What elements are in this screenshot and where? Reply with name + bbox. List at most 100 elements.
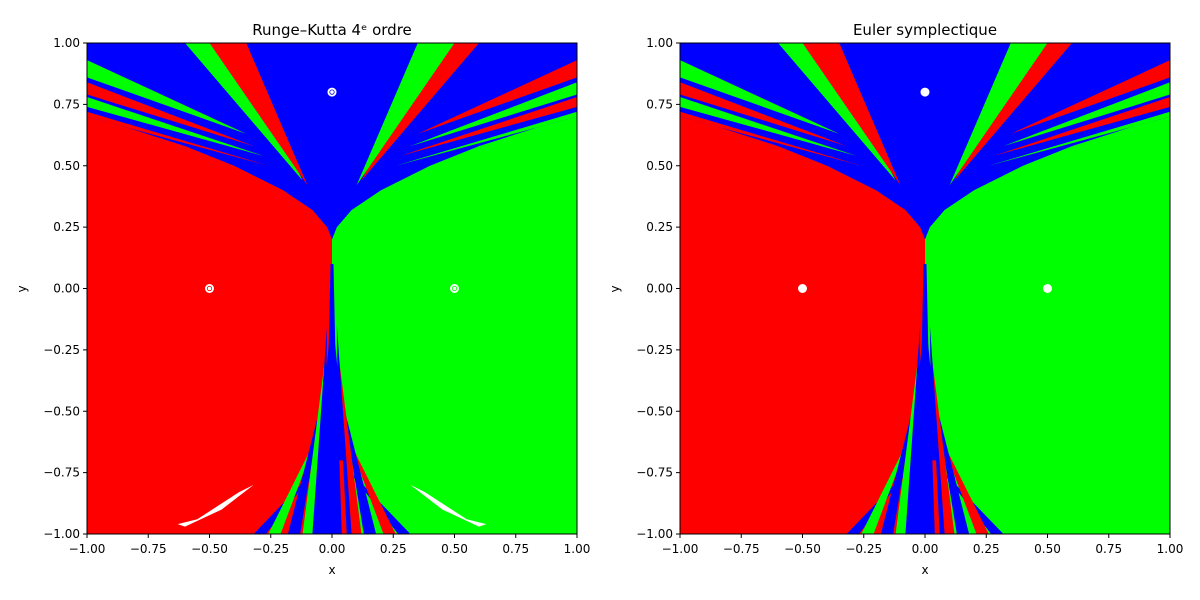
basin-fan-top-left xyxy=(185,43,303,181)
basin-fan-bottom-right xyxy=(939,435,989,534)
attractor-point xyxy=(920,87,930,97)
unconverged-region-left xyxy=(177,484,254,527)
basin-region-right xyxy=(925,116,1170,534)
basin-fan-top-right xyxy=(949,43,1048,186)
y-tick-label: −1.00 xyxy=(43,527,80,541)
basin-region-left xyxy=(680,116,925,534)
basin-heatmap xyxy=(87,43,577,534)
basin-stripe-top-right xyxy=(988,111,1170,166)
attractor-point xyxy=(1043,284,1052,293)
y-ticks: 1.00 0.75 0.50 0.25 0.00 −0.25 −0.50 −0.75 −1.00 xyxy=(43,36,87,541)
x-axis-label: x xyxy=(328,563,335,577)
basin-stripe-top-right xyxy=(1010,60,1170,134)
x-tick-label: 0.50 xyxy=(441,542,468,556)
y-tick-label: 0.00 xyxy=(53,282,80,296)
basin-stripe-top-left xyxy=(680,111,862,166)
x-tick-label: −1.00 xyxy=(69,542,106,556)
basin-fan-bottom-left xyxy=(287,398,323,534)
basin-stripe-top-right xyxy=(410,82,577,147)
y-tick-label: −1.00 xyxy=(636,527,673,541)
basin-region-left xyxy=(87,116,332,534)
attractor-point xyxy=(798,284,807,293)
chart-panel-euler: Euler symplectique −1.00 −0.75 −0.50 −0.25 0… xyxy=(608,21,1183,577)
x-ticks: −1.00 −0.75 −0.50 −0.25 0.00 0.25 0.50 0.75 1.00 xyxy=(662,534,1184,556)
x-tick-label: 0.25 xyxy=(380,542,407,556)
y-tick-label: −0.75 xyxy=(43,466,80,480)
x-tick-label: −0.50 xyxy=(784,542,821,556)
x-axis-label: x xyxy=(921,563,928,577)
attractor-point xyxy=(205,284,214,293)
basin-fan-bottom-right xyxy=(346,435,396,534)
y-axis-label: y xyxy=(608,285,622,292)
y-tick-label: −0.25 xyxy=(636,343,673,357)
x-ticks: −1.00 −0.75 −0.50 −0.25 0.00 0.25 0.50 0.75 1.00 xyxy=(69,534,591,556)
basin-fan-bottom-left xyxy=(880,398,916,534)
x-tick-label: −0.50 xyxy=(191,542,228,556)
basin-stripe-top-right xyxy=(400,97,577,156)
basin-heatmap xyxy=(680,43,1170,534)
y-tick-label: 0.50 xyxy=(646,159,673,173)
basin-region-right xyxy=(332,116,577,534)
basin-fan-top-right xyxy=(361,43,479,181)
basin-fan-top-left xyxy=(778,43,896,181)
x-tick-label: −0.75 xyxy=(723,542,760,556)
y-tick-label: 0.50 xyxy=(53,159,80,173)
basin-fan-bottom-left xyxy=(895,362,918,534)
basin-fan-bottom-right xyxy=(344,465,411,534)
x-tick-label: 1.00 xyxy=(564,542,591,556)
basin-stripe-top-right xyxy=(1003,82,1170,147)
basin-fan-bottom-left xyxy=(312,325,328,534)
y-tick-label: 0.00 xyxy=(646,282,673,296)
basin-fan-top-right xyxy=(356,43,455,186)
y-tick-label: −0.25 xyxy=(43,343,80,357)
basin-fan-top-left xyxy=(209,43,308,186)
basin-fan-bottom-right xyxy=(341,398,377,534)
basin-stripe-top-right xyxy=(417,60,577,134)
basin-stripe-top-left xyxy=(87,97,264,156)
x-tick-label: 0.25 xyxy=(973,542,1000,556)
y-tick-label: 0.25 xyxy=(53,220,80,234)
x-tick-label: −1.00 xyxy=(662,542,699,556)
x-tick-label: −0.25 xyxy=(845,542,882,556)
basin-stripe-top-left xyxy=(87,82,254,147)
unconverged-region-right xyxy=(410,484,487,527)
basin-fan-top-right xyxy=(954,43,1072,181)
basin-stripe-top-right xyxy=(395,111,577,166)
x-tick-label: −0.75 xyxy=(130,542,167,556)
x-tick-label: 0.00 xyxy=(319,542,346,556)
basin-fan-bottom-left xyxy=(268,435,318,534)
basin-fan-bottom-left xyxy=(861,435,911,534)
y-tick-label: 0.75 xyxy=(646,97,673,111)
basin-fan-bottom-right xyxy=(932,362,955,534)
chart-title: Runge–Kutta 4ᵉ ordre xyxy=(252,21,412,39)
basin-fan-bottom-right xyxy=(339,362,362,534)
basin-stripe-top-left xyxy=(680,60,840,134)
x-tick-label: 0.50 xyxy=(1034,542,1061,556)
attractor-point xyxy=(450,284,459,293)
attractor-ring xyxy=(206,285,213,292)
x-tick-label: 1.00 xyxy=(1157,542,1184,556)
basin-stripe-top-left xyxy=(680,97,857,156)
basin-sliver xyxy=(339,460,347,534)
y-tick-label: 1.00 xyxy=(646,36,673,50)
basin-fan-top-left xyxy=(802,43,901,186)
basin-stripe-top-left xyxy=(680,82,847,147)
y-tick-label: 0.25 xyxy=(646,220,673,234)
attractor-point xyxy=(327,87,337,97)
x-tick-label: 0.00 xyxy=(912,542,939,556)
basin-spike-bottom xyxy=(917,263,933,534)
chart-title: Euler symplectique xyxy=(853,21,997,39)
basin-fan-bottom-left xyxy=(253,465,320,534)
y-tick-label: 1.00 xyxy=(53,36,80,50)
y-tick-label: −0.50 xyxy=(636,404,673,418)
y-axis-label: y xyxy=(15,285,29,292)
y-tick-label: 0.75 xyxy=(53,97,80,111)
x-tick-label: 0.75 xyxy=(1095,542,1122,556)
basin-stripe-top-right xyxy=(993,97,1170,156)
attractor-ring xyxy=(451,285,458,292)
y-tick-label: −0.75 xyxy=(636,466,673,480)
basin-fan-bottom-left xyxy=(905,325,921,534)
y-tick-label: −0.50 xyxy=(43,404,80,418)
x-tick-label: −0.25 xyxy=(252,542,289,556)
